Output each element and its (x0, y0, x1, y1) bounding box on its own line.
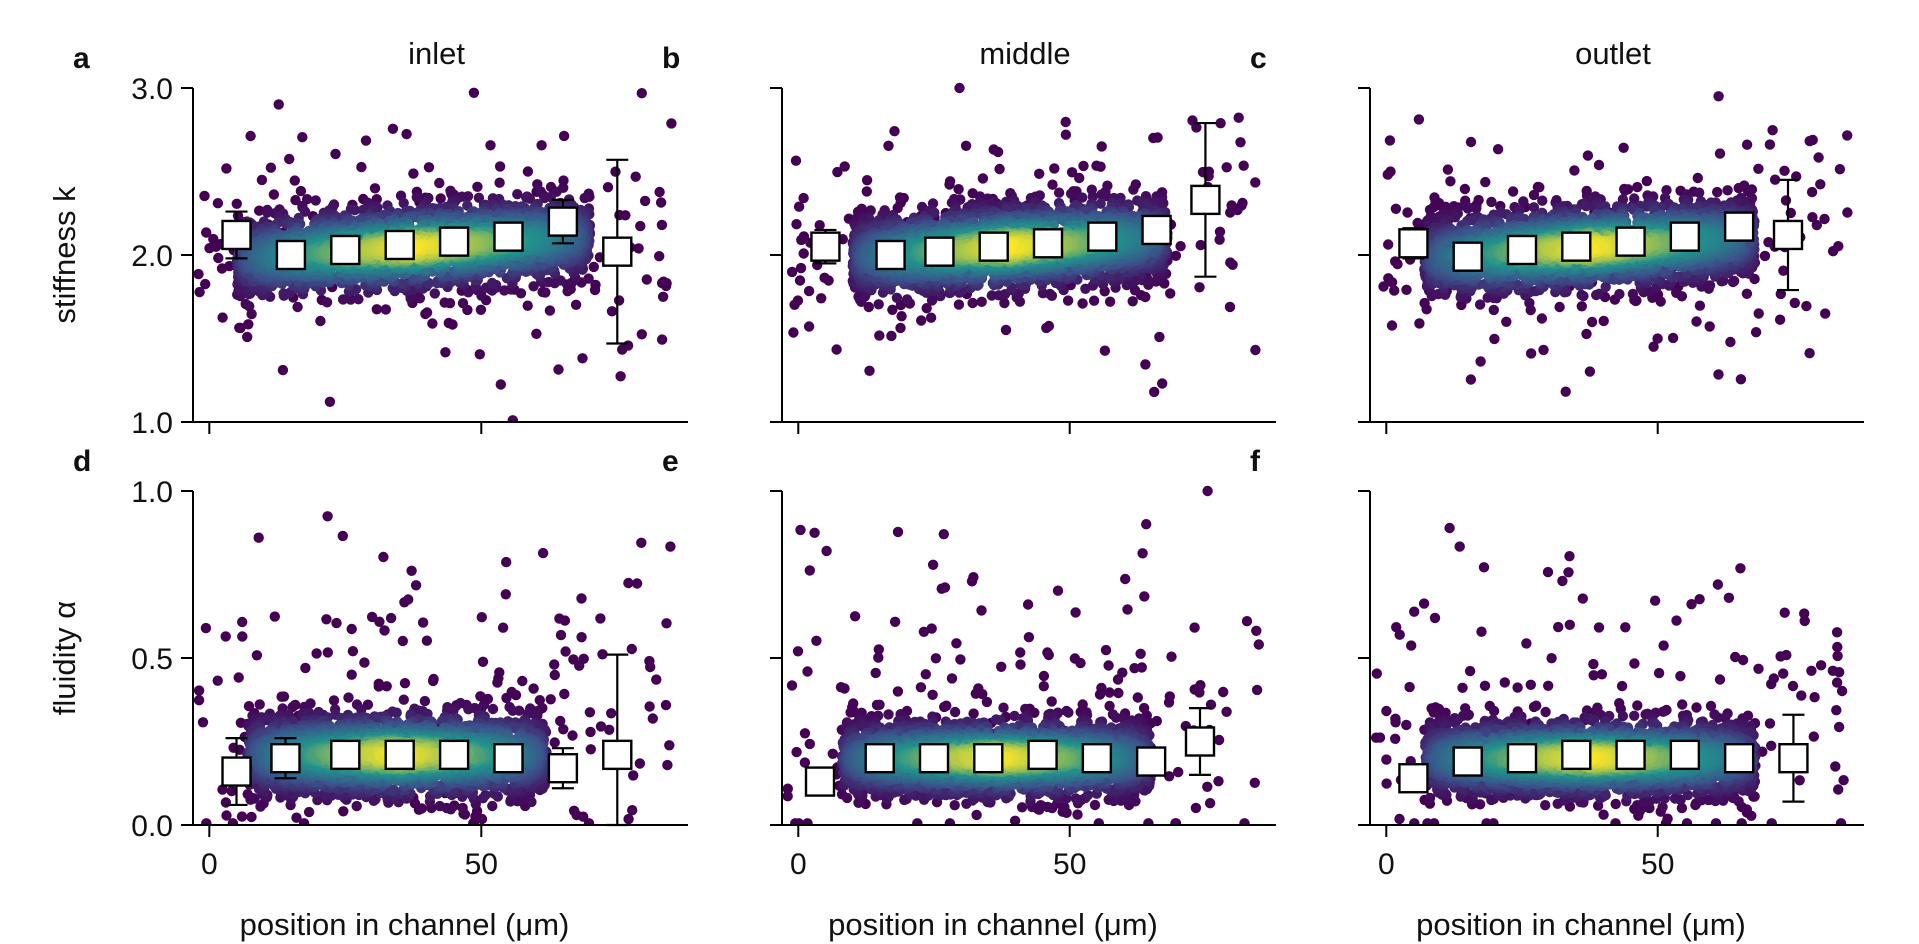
mean-marker (864, 743, 895, 774)
x-tick-label: 50 (1641, 848, 1674, 881)
x-tick-label: 50 (465, 848, 498, 881)
x-axis-label: position in channel (μm) (828, 907, 1158, 942)
panel-letter: b (662, 42, 680, 75)
mean-marker (973, 743, 1004, 774)
mean-marker (602, 739, 633, 771)
mean-marker (330, 234, 361, 266)
mean-marker (221, 219, 252, 251)
mean-marker (493, 221, 524, 252)
mean-marker (1135, 746, 1167, 777)
scatter-cloud (783, 485, 1265, 825)
panel-b: b middle (662, 36, 1276, 434)
mean-marker (978, 231, 1009, 262)
mean-marker (1723, 743, 1755, 774)
mean-marker (1669, 221, 1701, 252)
mean-marker (1398, 763, 1429, 794)
mean-marker (1506, 743, 1538, 774)
mean-marker (924, 236, 955, 267)
mean-marker (1506, 234, 1538, 266)
y-tick-label: 3.0 (131, 73, 173, 106)
panel-c: c outlet (1250, 36, 1864, 434)
x-axis-label: position in channel (μm) (1416, 907, 1746, 942)
mean-marker (275, 239, 307, 271)
binned-means (804, 706, 1216, 797)
mean-marker (493, 743, 524, 774)
mean-marker (1027, 739, 1058, 771)
panel-title: inlet (408, 36, 465, 71)
mean-marker (1141, 214, 1172, 246)
panel-letter: e (662, 445, 679, 478)
mean-marker (1561, 231, 1592, 262)
binned-means (810, 121, 1221, 278)
mean-marker (1184, 726, 1216, 757)
mean-marker (1452, 746, 1483, 777)
mean-marker (1398, 228, 1429, 259)
mean-marker (1669, 739, 1701, 771)
binned-means (221, 653, 633, 827)
y-axis-label: fluidity α (47, 601, 82, 715)
mean-marker (1190, 184, 1221, 216)
mean-marker (270, 743, 301, 774)
mean-marker (1452, 241, 1483, 272)
panel-letter: c (1250, 42, 1267, 75)
mean-marker (384, 229, 415, 261)
binned-means (1398, 713, 1809, 803)
mean-marker (875, 239, 906, 271)
mean-marker (438, 226, 470, 257)
x-tick-label: 0 (201, 848, 218, 881)
panel-e: 0 50 e position in channel (μm) (662, 445, 1276, 942)
mean-marker (1772, 219, 1804, 251)
mean-marker (1032, 228, 1064, 259)
x-tick-label: 50 (1053, 848, 1086, 881)
mean-marker (547, 753, 579, 784)
y-tick-label: 1.0 (131, 476, 173, 509)
panel-letter: a (73, 42, 90, 75)
scatter-cloud (194, 511, 676, 825)
mean-marker (438, 739, 470, 771)
mean-marker (602, 236, 633, 267)
panel-title: middle (979, 36, 1070, 71)
y-tick-label: 1.0 (131, 407, 173, 440)
y-axis-label: stiffness k (47, 186, 82, 324)
binned-means (221, 158, 633, 345)
mean-marker (1615, 739, 1646, 771)
mean-marker (1087, 221, 1118, 252)
mean-marker (330, 739, 361, 771)
x-tick-label: 0 (790, 848, 807, 881)
mean-marker (1081, 743, 1113, 774)
mean-marker (384, 739, 415, 771)
scatter-cloud (1371, 522, 1849, 825)
panel-letter: d (73, 445, 91, 478)
y-tick-label: 0.5 (131, 643, 173, 676)
mean-marker (1778, 743, 1809, 774)
panel-letter: f (1250, 445, 1261, 478)
mean-marker (804, 766, 836, 797)
y-tick-label: 0.0 (131, 810, 173, 843)
mean-marker (918, 743, 950, 774)
scatter-cloud (786, 82, 1261, 398)
mean-marker (547, 206, 579, 237)
panel-title: outlet (1575, 36, 1651, 71)
x-tick-label: 0 (1378, 848, 1395, 881)
mean-marker (221, 756, 252, 787)
mean-marker (1615, 226, 1646, 257)
mean-marker (810, 231, 841, 262)
panel-a: 1.0 2.0 3.0 a inlet stiffness k (47, 36, 688, 440)
panel-d: 0.0 0.5 1.0 0 50 d position in channel (μm) flu… (47, 445, 688, 942)
mean-marker (1561, 739, 1592, 771)
mean-marker (1723, 211, 1755, 242)
x-axis-label: position in channel (μm) (240, 907, 570, 942)
y-tick-label: 2.0 (131, 240, 173, 273)
panel-f: 0 50 f position in channel (μm) (1250, 445, 1864, 942)
binned-means (1398, 178, 1804, 292)
